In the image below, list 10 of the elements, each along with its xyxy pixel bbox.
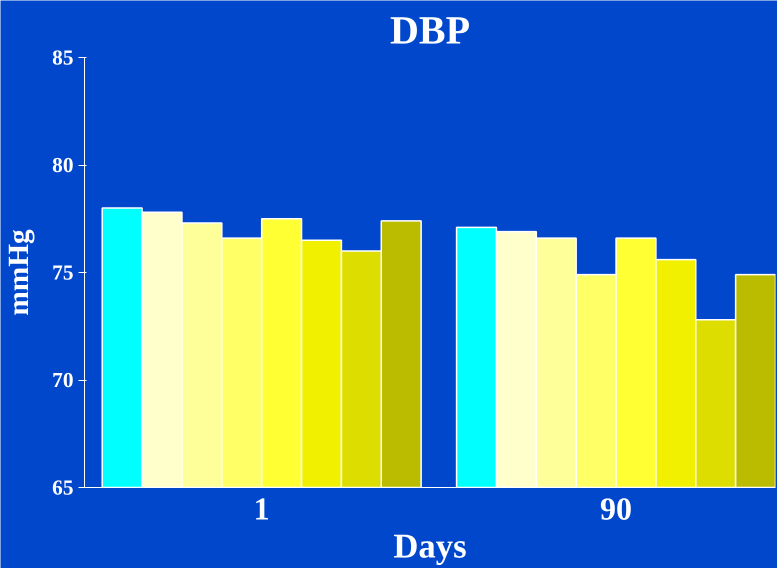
y-tick-label: 85 [52,46,74,70]
x-axis-title: Days [393,528,467,566]
y-tick-label: 70 [52,368,74,392]
y-tick-label: 65 [52,476,74,500]
y-tick-label: 80 [52,153,74,177]
y-tick-label: 75 [52,260,74,284]
y-axis-title: mmHg [3,228,36,316]
x-tick-label: 90 [600,490,632,526]
chart-title: DBP [390,8,470,52]
x-tick-label: 1 [254,490,270,526]
